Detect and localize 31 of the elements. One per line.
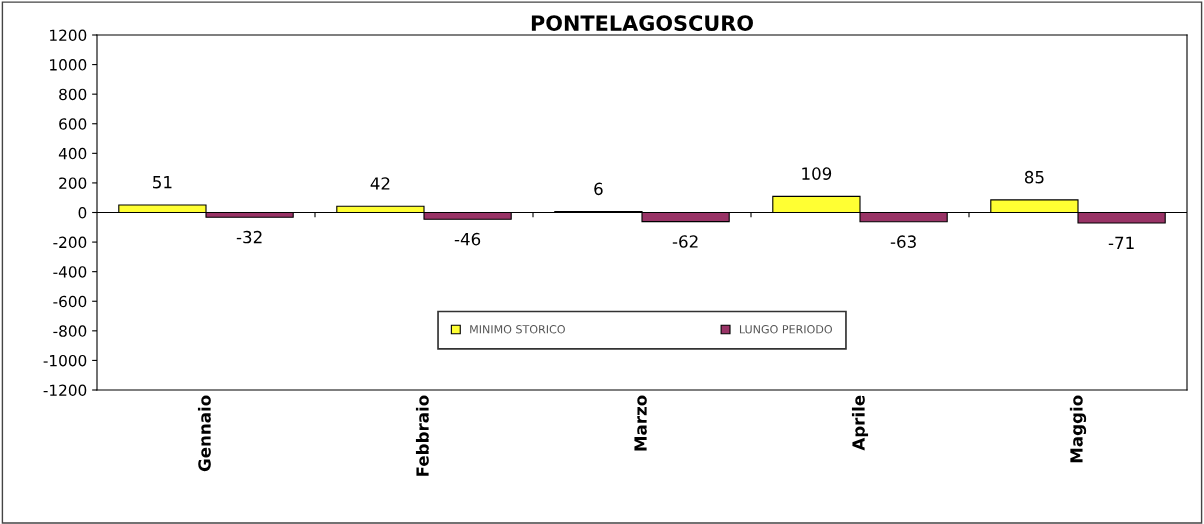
data-label: -46 [454,232,481,246]
legend-label: MINIMO STORICO [470,325,565,334]
x-tick-label: Aprile [851,395,869,451]
y-tick-label: 400 [58,147,87,160]
data-label: 6 [594,182,603,196]
x-tick-label: Gennaio [197,395,211,472]
y-tick-label: -1000 [43,354,87,367]
y-tick-label: -800 [53,325,87,337]
data-label: -71 [1108,236,1134,249]
y-tick-label: -1200 [43,384,87,397]
y-tick-label: -600 [53,295,87,308]
legend-label: LUNGO PERIODO [739,325,832,334]
data-label: 85 [1024,170,1044,184]
y-tick-label: 600 [59,118,87,130]
x-tick-label: Marzo [634,395,647,451]
y-tick-label: 800 [59,88,87,101]
data-label: 109 [802,167,832,180]
y-tick-label: -400 [53,266,87,278]
y-tick-label: 1200 [50,29,87,42]
data-label: -63 [890,235,916,248]
y-tick-label: -200 [53,236,87,249]
data-label: 42 [370,177,390,190]
data-label: 51 [153,176,172,189]
chart-title: PONTELAGOSCURO [531,15,753,31]
y-tick-label: 1000 [50,59,87,71]
x-tick-label: Febbraio [415,395,429,476]
data-label: -62 [672,235,698,248]
data-label: -32 [236,230,262,244]
y-tick-label: 0 [78,206,87,219]
y-tick-label: 200 [59,177,87,189]
x-tick-label: Maggio [1069,395,1087,463]
